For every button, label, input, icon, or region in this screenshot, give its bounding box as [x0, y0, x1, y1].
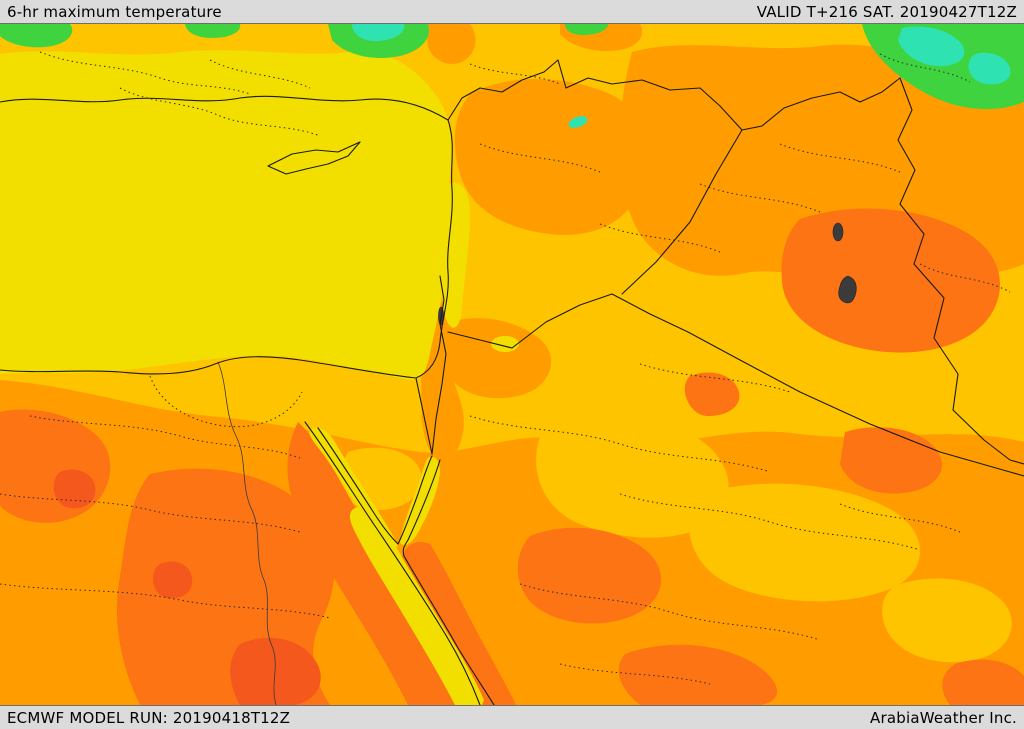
attribution-label: ArabiaWeather Inc.: [870, 708, 1017, 727]
temperature-map-canvas: [0, 24, 1024, 705]
map-title: 6-hr maximum temperature: [7, 2, 222, 21]
country-borders: [0, 59, 1024, 705]
temperature-fill-layer: [0, 24, 1024, 705]
valid-time-label: VALID T+216 SAT. 20190427T12Z: [756, 2, 1017, 21]
model-run-label: ECMWF MODEL RUN: 20190418T12Z: [7, 708, 291, 727]
footer-bar: ECMWF MODEL RUN: 20190418T12Z ArabiaWeat…: [0, 705, 1024, 729]
admin-boundaries-dotted: [0, 51, 1011, 685]
temperature-map: [0, 24, 1024, 705]
nile-river-line: [217, 361, 277, 705]
header-bar: 6-hr maximum temperature VALID T+216 SAT…: [0, 0, 1024, 24]
